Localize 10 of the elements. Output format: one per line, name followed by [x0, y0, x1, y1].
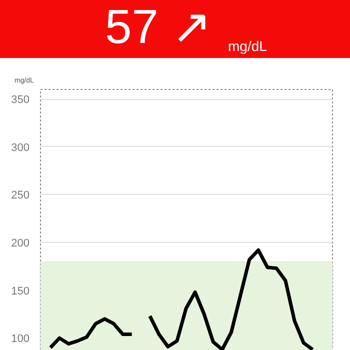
chart-title: 57 ↗	[105, 1, 212, 54]
y-tick-label: 150	[11, 285, 30, 298]
line-series	[148, 248, 314, 350]
y-tick-label: 300	[11, 142, 30, 154]
chart-subtitle: mg/dL	[228, 37, 267, 56]
line-series	[48, 317, 134, 350]
y-tick-label: 100	[11, 333, 30, 346]
y-tick-label: 200	[11, 237, 30, 250]
y-tick-label: 350	[11, 94, 30, 106]
y-tick-label: 250	[11, 190, 30, 202]
